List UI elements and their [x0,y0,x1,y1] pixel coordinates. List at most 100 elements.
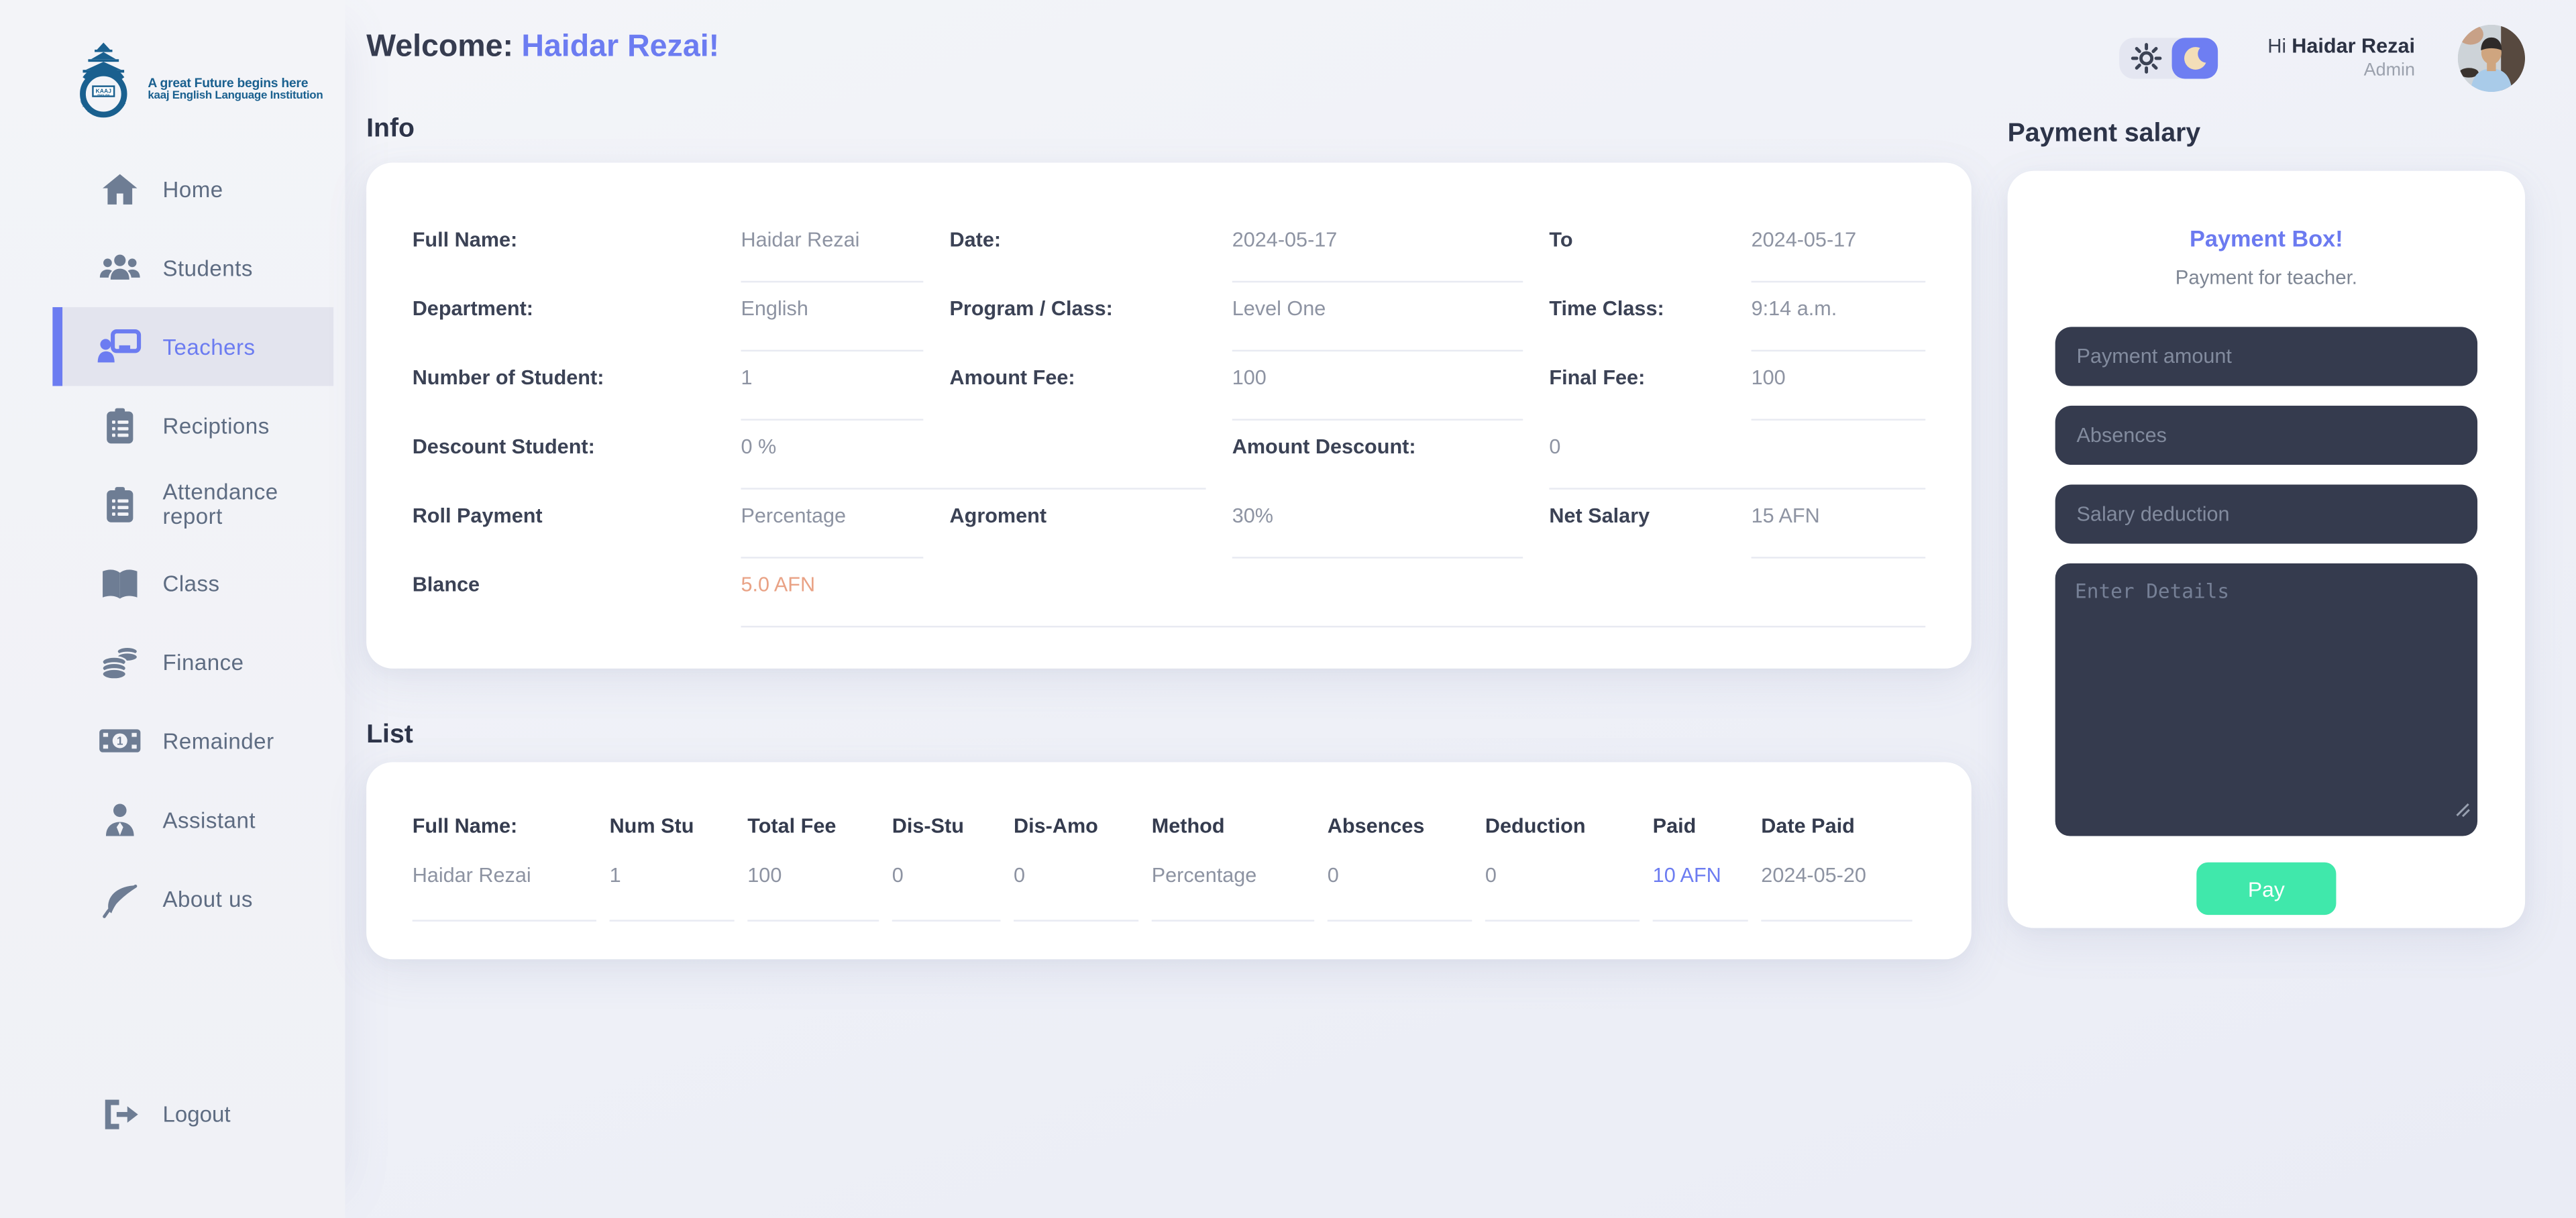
info-value: 0 % [741,432,1206,490]
avatar[interactable] [2457,24,2526,93]
teacher-board-icon [97,329,142,365]
info-value: 2024-05-17 [1751,225,1926,283]
list-card: Full Name: Num Stu Total Fee Dis-Stu Dis… [366,762,1972,960]
info-heading: Info [366,115,415,144]
table-cell: Haidar Rezai [412,852,596,922]
column-header: Dis-Amo [1014,814,1098,838]
banknote-icon: 1 [97,726,141,755]
sidebar-item-reciptions[interactable]: Reciptions [52,386,333,465]
info-grid: Full Name: Haidar Rezai Date: 2024-05-17… [413,225,1926,639]
column-header: Date Paid [1761,814,1855,838]
table-cell: 0 [1327,852,1472,922]
info-value: 2024-05-17 [1232,225,1523,283]
list-table: Full Name: Num Stu Total Fee Dis-Stu Dis… [412,814,1926,922]
info-value: 15 AFN [1751,501,1926,559]
sidebar-item-students[interactable]: Students [52,228,333,307]
info-label: To [1549,228,1573,252]
info-label: Final Fee: [1549,366,1646,390]
balance-value: 5.0 AFN [741,570,1926,628]
table-cell: 0 [1014,852,1139,922]
info-label: Department: [412,297,534,321]
welcome-heading: Welcome: Haidar Rezai! [366,30,719,66]
info-label: Roll Payment [412,504,543,528]
logout-label: Logout [162,1101,231,1126]
topbar-right: Hi Haidar Rezai Admin [2119,24,2526,93]
column-header: Total Fee [747,814,837,838]
paid-link[interactable]: 10 AFN [1652,852,1748,922]
column-header: Dis-Stu [892,814,964,838]
info-label: Time Class: [1549,297,1664,321]
list-heading: List [366,721,413,749]
moon-icon[interactable] [2172,38,2218,79]
brand-logo: KAAJ ENGLISH kaaj English Language Insti… [66,28,323,137]
sidebar-item-class[interactable]: Class [52,544,333,623]
table-cell: 100 [747,852,879,922]
payment-salary-heading: Payment salary [2007,119,2201,148]
sidebar-item-label: Assistant [162,807,256,832]
emblem-name-text: KAAJ [96,87,112,94]
info-label: Full Name: [412,228,518,252]
logout-button[interactable]: Logout [52,1076,333,1152]
person-tie-icon [97,801,141,838]
absences-input[interactable] [2055,405,2478,465]
info-label: Agroment [949,504,1047,528]
sidebar-item-about-us[interactable]: About us [52,859,333,938]
info-value: 9:14 a.m. [1751,294,1926,352]
theme-toggle[interactable] [2119,38,2218,79]
sidebar-item-label: Students [162,255,253,280]
payment-box-subtitle: Payment for teacher. [2175,266,2357,290]
sidebar-item-label: Attendance report [162,480,278,529]
welcome-prefix: Welcome: [366,30,514,64]
clipboard-icon [97,406,141,444]
svg-text:1: 1 [116,734,123,747]
sidebar-item-remainder[interactable]: 1 Remainder [52,702,333,781]
info-value: Percentage [741,501,924,559]
user-role: Admin [2363,61,2416,81]
column-header: Absences [1327,814,1425,838]
sidebar-item-teachers[interactable]: Teachers [52,307,334,386]
payment-amount-input[interactable] [2055,327,2478,386]
leaf-icon [97,879,141,918]
sun-icon[interactable] [2120,43,2172,74]
payment-box-title: Payment Box! [2190,225,2343,252]
sidebar-nav: Home Students [0,150,345,938]
sidebar-item-label: Home [162,176,223,202]
sidebar-item-label: About us [162,886,253,911]
user-name: Haidar Rezai [2292,34,2416,58]
table-cell: 0 [1485,852,1640,922]
info-value: 0 [1549,432,1926,490]
info-label: Net Salary [1549,504,1650,528]
coins-icon [97,644,141,680]
sidebar-item-attendance-report[interactable]: Attendance report [52,465,333,544]
sidebar: KAAJ ENGLISH kaaj English Language Insti… [0,0,345,1218]
open-book-icon [97,566,141,600]
sidebar-item-label: Finance [162,649,244,675]
emblem-sub-text: ENGLISH [97,93,109,97]
info-label: Amount Descount: [1232,435,1416,459]
info-value: 1 [741,363,924,421]
column-header: Deduction [1485,814,1586,838]
info-label: Blance [412,573,480,596]
kaaj-emblem-icon: KAAJ ENGLISH kaaj English Language Insti… [79,42,127,118]
sidebar-item-home[interactable]: Home [52,150,333,229]
details-textarea[interactable] [2055,563,2478,836]
brand-tagline: A great Future begins here kaaj English … [148,76,323,137]
sidebar-item-assistant[interactable]: Assistant [52,780,333,859]
info-label: Number of Student: [412,366,604,390]
sidebar-item-label: Class [162,571,220,596]
sidebar-item-label: Remainder [162,728,274,753]
salary-deduction-input[interactable] [2055,484,2478,544]
pay-button[interactable]: Pay [2196,862,2337,916]
info-value: Level One [1232,294,1523,352]
info-value: 100 [1232,363,1523,421]
info-card: Full Name: Haidar Rezai Date: 2024-05-17… [366,162,1972,669]
column-header: Full Name: [412,814,518,838]
info-label: Amount Fee: [949,366,1075,390]
payment-box-card: Payment Box! Payment for teacher. Pay [2007,170,2526,928]
column-header: Num Stu [609,814,694,838]
sidebar-item-finance[interactable]: Finance [52,622,333,702]
students-icon [97,252,141,284]
logout-icon [97,1097,141,1131]
info-label: Descount Student: [412,435,595,459]
